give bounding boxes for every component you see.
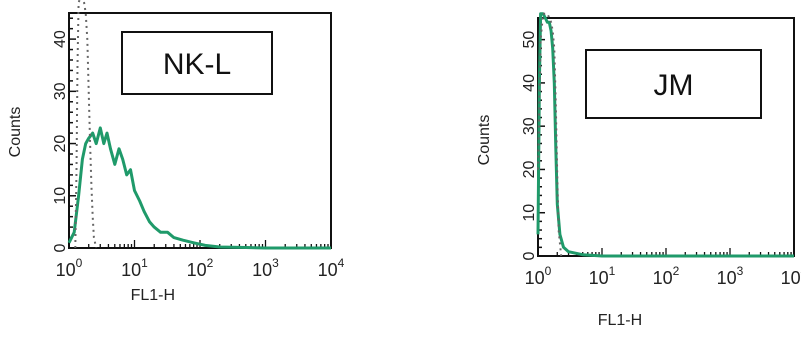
y-tick-label: 40 — [52, 30, 69, 48]
control-histogram-line — [74, 0, 98, 249]
sample-histogram-line — [67, 126, 331, 250]
y-tick-label: 20 — [521, 160, 538, 178]
x-tick-label: 102 — [187, 256, 214, 280]
histogram-panel-nk-l: 0 10 20 30 40 100 101 102 103 104 NK-L Counts FL1-H — [7, 0, 345, 304]
x-axis-label: FL1-H — [598, 312, 642, 329]
x-tick-label: 100 — [56, 256, 83, 280]
title-box — [121, 31, 273, 95]
y-tick-label: 40 — [521, 74, 538, 92]
x-tick-label: 100 — [525, 264, 552, 288]
chart-title: NK-L — [163, 48, 231, 81]
y-tick-label: 0 — [521, 251, 538, 260]
x-tick-label: 104 — [781, 264, 801, 288]
x-tick-label: 101 — [121, 256, 148, 280]
x-tick-label: 103 — [717, 264, 744, 288]
x-axis-label: FL1-H — [131, 287, 175, 304]
x-tick-label: 101 — [589, 264, 616, 288]
y-tick-label: 30 — [521, 117, 538, 135]
histogram-panel-jm: 0 10 20 30 40 50 100 101 102 103 104 JM Counts FL1-H — [476, 12, 801, 329]
title-box — [585, 49, 762, 119]
x-tick-label: 104 — [318, 256, 345, 280]
y-tick-label: 20 — [52, 135, 69, 153]
control-histogram-line — [537, 12, 563, 257]
y-tick-label: 10 — [521, 204, 538, 222]
chart-title: JM — [654, 69, 694, 102]
x-tick-label: 102 — [653, 264, 680, 288]
y-axis-label: Counts — [7, 107, 24, 158]
y-tick-label: 30 — [52, 82, 69, 100]
x-tick-label: 103 — [252, 256, 279, 280]
y-tick-label: 0 — [52, 243, 69, 252]
y-tick-label: 10 — [52, 187, 69, 205]
y-tick-label: 50 — [521, 31, 538, 49]
y-axis-label: Counts — [476, 115, 493, 166]
